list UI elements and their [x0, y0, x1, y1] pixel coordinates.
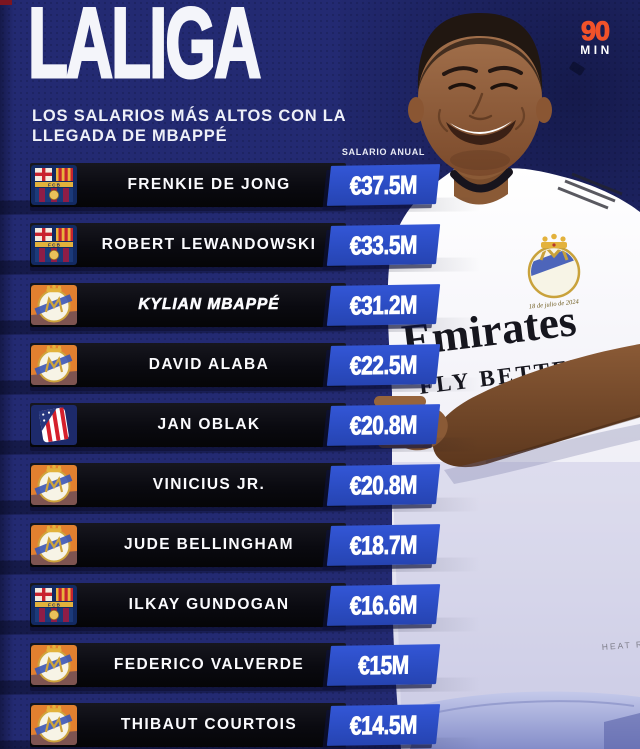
corner-accent	[0, 0, 12, 5]
brand-logo-90min: 90 MIN	[572, 16, 618, 57]
salary-chip: €14.5M	[326, 704, 441, 746]
salary-ranking-list: F C B FRENKIE DE JONG €37.5M F C B ROBER…	[0, 163, 640, 749]
player-row: F C B ILKAY GUNDOGAN €16.6M	[0, 583, 640, 635]
real-madrid-badge	[31, 525, 77, 565]
club-badge-icon	[31, 645, 77, 685]
player-name: VINICIUS JR.	[152, 476, 266, 493]
fc-barcelona-badge: F C B	[31, 225, 77, 265]
salary-value: €37.5M	[349, 169, 418, 201]
atletico-madrid-badge	[31, 405, 77, 445]
club-badge-icon	[31, 525, 77, 565]
salary-chip: €20.8M	[326, 404, 441, 446]
brand-min: MIN	[580, 43, 613, 57]
player-name: DAVID ALABA	[148, 356, 270, 373]
player-name-bar	[30, 523, 346, 567]
player-row: VINICIUS JR. €20.8M	[0, 463, 640, 515]
mbappe-photo: 18 de julio de 2024 Emirates FLY BETTER …	[371, 13, 640, 749]
player-name-bar	[30, 703, 346, 747]
player-name: THIBAUT COURTOIS	[120, 716, 298, 733]
svg-text:F C B: F C B	[48, 182, 61, 187]
real-madrid-badge	[31, 345, 77, 385]
player-name: JUDE BELLINGHAM	[124, 536, 294, 553]
salary-chip: €31.2M	[326, 284, 441, 326]
club-badge-icon: F C B	[31, 225, 77, 265]
player-row: FEDERICO VALVERDE €15M	[0, 643, 640, 695]
salary-value: €14.5M	[349, 709, 418, 741]
jersey-tech-label-text: HEAT RDY	[601, 638, 640, 652]
player-name: JAN OBLAK	[157, 416, 261, 433]
salary-chip: €15M	[326, 644, 441, 686]
player-name: ILKAY GUNDOGAN	[128, 596, 290, 613]
subtitle-line-1: LOS SALARIOS MÁS ALTOS CON LA	[32, 107, 347, 125]
player-name-bar	[30, 223, 346, 267]
salary-value: €22.5M	[349, 349, 418, 381]
real-madrid-badge	[31, 285, 77, 325]
salary-value: €33.5M	[349, 229, 418, 261]
salary-chip: €18.7M	[326, 524, 441, 566]
salary-chip: €37.5M	[326, 164, 441, 206]
svg-text:F C B: F C B	[48, 242, 61, 247]
salary-value: €18.7M	[349, 529, 418, 561]
real-madrid-badge	[31, 705, 77, 745]
player-row: JAN OBLAK €20.8M	[0, 403, 640, 455]
player-name-bar	[30, 463, 346, 507]
player-row: THIBAUT COURTOIS €14.5M	[0, 703, 640, 749]
salary-value: €31.2M	[349, 289, 418, 321]
salary-value: €15M	[357, 649, 410, 681]
salary-value: €20.8M	[349, 409, 418, 441]
player-name-bar	[30, 643, 346, 687]
salary-column-label: SALARIO ANUAL	[341, 147, 426, 157]
player-name-bar	[30, 403, 346, 447]
svg-text:F C B: F C B	[48, 602, 61, 607]
salary-chip: €20.8M	[326, 464, 441, 506]
club-badge-icon	[31, 345, 77, 385]
salary-chip: €33.5M	[326, 224, 441, 266]
salary-chip: €16.6M	[326, 584, 441, 626]
player-row: DAVID ALABA €22.5M	[0, 343, 640, 395]
club-badge-icon	[31, 285, 77, 325]
player-name: ROBERT LEWANDOWSKI	[101, 236, 317, 253]
club-badge-icon	[31, 465, 77, 505]
player-name-bar	[30, 343, 346, 387]
club-badge-icon: F C B	[31, 585, 77, 625]
salary-chip: €22.5M	[326, 344, 441, 386]
player-row: KYLIAN MBAPPÉ €31.2M	[0, 283, 640, 335]
real-madrid-badge	[31, 645, 77, 685]
club-badge-icon	[31, 405, 77, 445]
salary-value: €16.6M	[349, 589, 418, 621]
page-title: LALIGA	[27, 0, 262, 98]
player-name-bar	[30, 283, 346, 327]
subtitle-line-2: LLEGADA DE MBAPPÉ	[32, 126, 228, 145]
player-name: FEDERICO VALVERDE	[113, 656, 305, 673]
player-row: F C B ROBERT LEWANDOWSKI €33.5M	[0, 223, 640, 275]
player-name-bar	[30, 163, 346, 207]
brand-90: 90	[580, 16, 610, 46]
club-badge-icon	[31, 705, 77, 745]
club-badge-icon: F C B	[31, 165, 77, 205]
player-row: JUDE BELLINGHAM €18.7M	[0, 523, 640, 575]
fc-barcelona-badge: F C B	[31, 585, 77, 625]
fc-barcelona-badge: F C B	[31, 165, 77, 205]
player-name: KYLIAN MBAPPÉ	[138, 296, 280, 314]
player-name: FRENKIE DE JONG	[127, 176, 291, 193]
player-row: F C B FRENKIE DE JONG €37.5M	[0, 163, 640, 215]
player-name-bar	[30, 583, 346, 627]
real-madrid-badge	[31, 465, 77, 505]
page-subtitle: LOS SALARIOS MÁS ALTOS CON LA LLEGADA DE…	[32, 107, 362, 146]
salary-value: €20.8M	[349, 469, 418, 501]
